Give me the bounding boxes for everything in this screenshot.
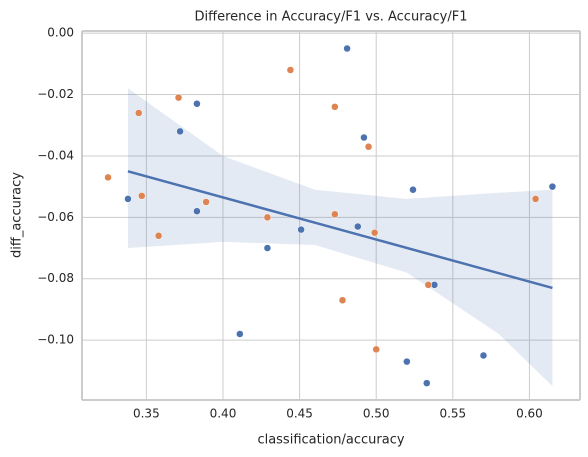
x-tick-label: 0.60 bbox=[516, 407, 543, 421]
x-axis-label: classification/accuracy bbox=[257, 433, 404, 448]
scatter-point bbox=[370, 228, 379, 237]
scatter-point bbox=[424, 281, 433, 289]
scatter-point bbox=[409, 185, 417, 194]
y-axis-label: diff_accuracy bbox=[10, 172, 25, 258]
x-tick-label: 0.50 bbox=[363, 407, 390, 421]
scatter-point bbox=[331, 210, 339, 219]
chart-title: Difference in Accuracy/F1 vs. Accuracy/F… bbox=[195, 10, 468, 25]
scatter-point bbox=[134, 109, 143, 117]
x-tick-label: 0.35 bbox=[133, 407, 160, 421]
regression-line bbox=[127, 170, 553, 290]
x-tick-label: 0.55 bbox=[439, 407, 466, 421]
scatter-point bbox=[193, 207, 201, 215]
scatter-point bbox=[343, 44, 351, 53]
scatter-point bbox=[202, 198, 210, 206]
scatter-point bbox=[548, 182, 557, 191]
x-tick-label: 0.40 bbox=[210, 407, 237, 421]
scatter-point bbox=[174, 93, 183, 102]
scatter-point bbox=[104, 173, 112, 182]
scatter-point bbox=[338, 296, 347, 304]
scatter-point bbox=[360, 133, 368, 142]
scatter-point bbox=[193, 100, 201, 108]
scatter-point bbox=[124, 195, 132, 203]
scatter-point bbox=[176, 127, 184, 136]
scatter-point bbox=[236, 330, 244, 338]
scatter-point bbox=[423, 379, 431, 387]
y-tick-label: −0.10 bbox=[37, 333, 74, 347]
scatter-point bbox=[372, 345, 380, 354]
scatter-point bbox=[154, 232, 163, 240]
y-tick-label: −0.04 bbox=[37, 148, 74, 162]
scatter-point bbox=[138, 192, 146, 200]
scatter-point bbox=[263, 213, 272, 222]
x-tick-label: 0.45 bbox=[286, 407, 313, 421]
y-tick-label: −0.02 bbox=[37, 87, 74, 101]
scatter-point bbox=[297, 225, 305, 234]
y-tick-label: −0.08 bbox=[37, 271, 74, 285]
scatter-point bbox=[286, 66, 295, 74]
scatter-point bbox=[331, 103, 339, 111]
y-tick-label: −0.06 bbox=[37, 210, 74, 224]
scatter-point bbox=[403, 357, 411, 366]
scatter-point bbox=[531, 195, 540, 203]
confidence-band bbox=[127, 88, 553, 387]
scatter-point bbox=[263, 244, 272, 252]
scatter-point bbox=[479, 351, 488, 360]
scatter-point bbox=[364, 142, 373, 151]
y-tick-label: 0.00 bbox=[47, 26, 74, 40]
scatter-point bbox=[354, 222, 362, 231]
